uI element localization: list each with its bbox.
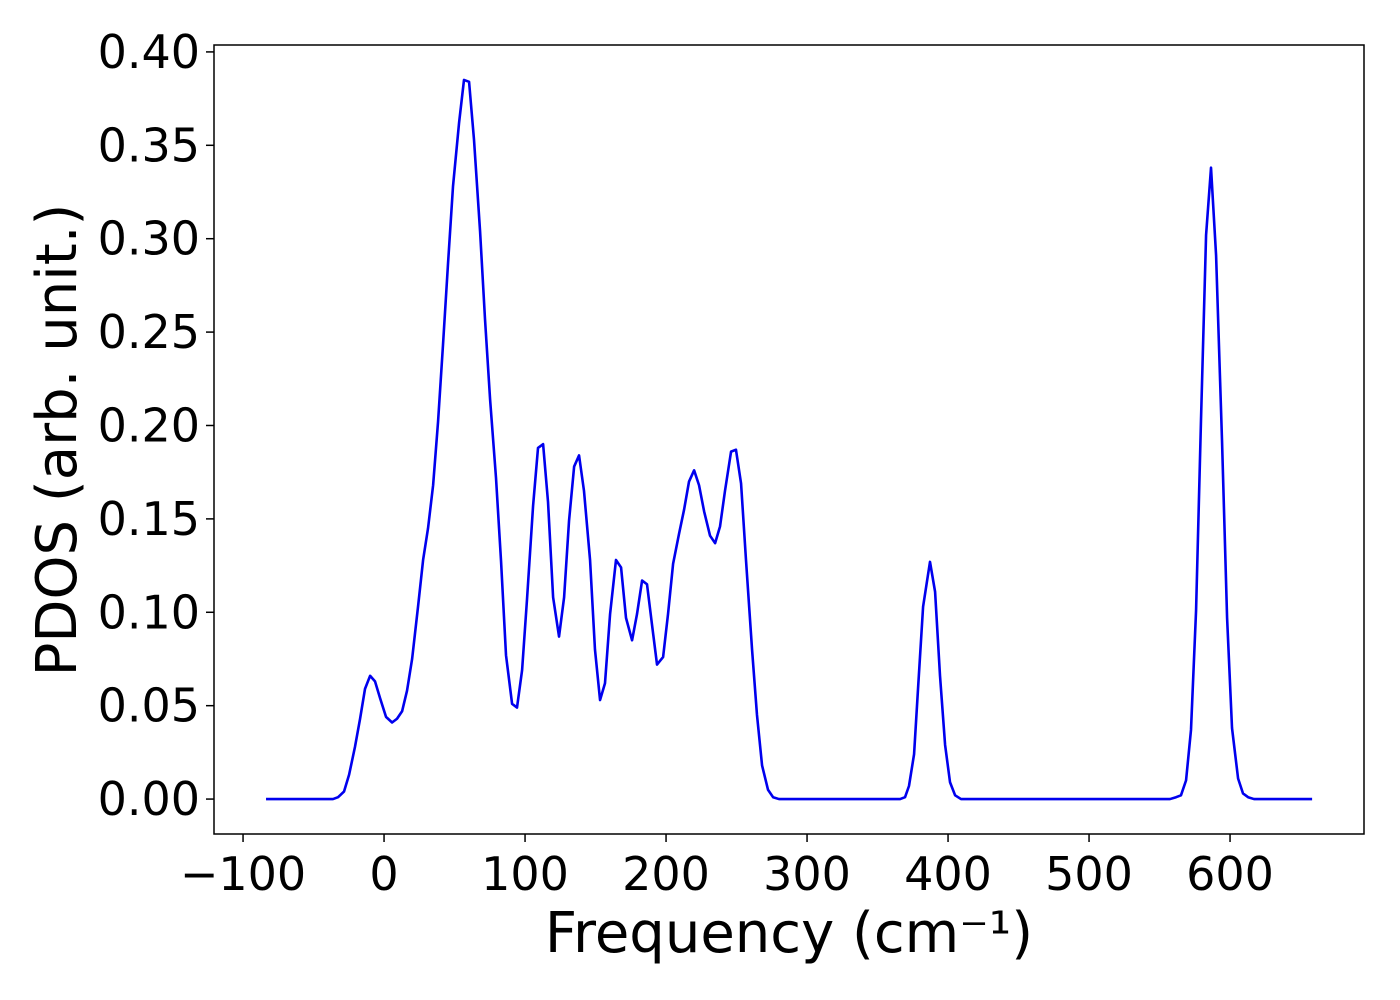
x-tick-label: 0 [369, 847, 398, 901]
x-tick-label: 100 [481, 847, 569, 901]
x-tick-label: 400 [904, 847, 992, 901]
plot-frame [213, 44, 1365, 835]
x-tick-label: −100 [180, 847, 306, 901]
x-tick-label: 600 [1186, 847, 1274, 901]
y-tick-label: 0.10 [98, 585, 200, 639]
data-line [266, 78, 1313, 801]
y-tick-label: 0.15 [98, 492, 200, 546]
y-tick-label: 0.40 [98, 25, 200, 79]
y-tick-label: 0.20 [98, 398, 200, 452]
y-tick-label: 0.25 [98, 305, 200, 359]
y-tick-label: 0.30 [98, 212, 200, 266]
x-tick-label: 300 [763, 847, 851, 901]
x-tick-label: 500 [1045, 847, 1133, 901]
x-axis-label: Frequency (cm⁻¹) [545, 901, 1033, 966]
y-axis-label: PDOS (arb. unit.) [25, 204, 90, 677]
x-tick-label: 200 [622, 847, 710, 901]
y-tick-label: 0.05 [98, 679, 200, 733]
y-tick-label: 0.35 [98, 118, 200, 172]
y-tick-label: 0.00 [98, 772, 200, 826]
